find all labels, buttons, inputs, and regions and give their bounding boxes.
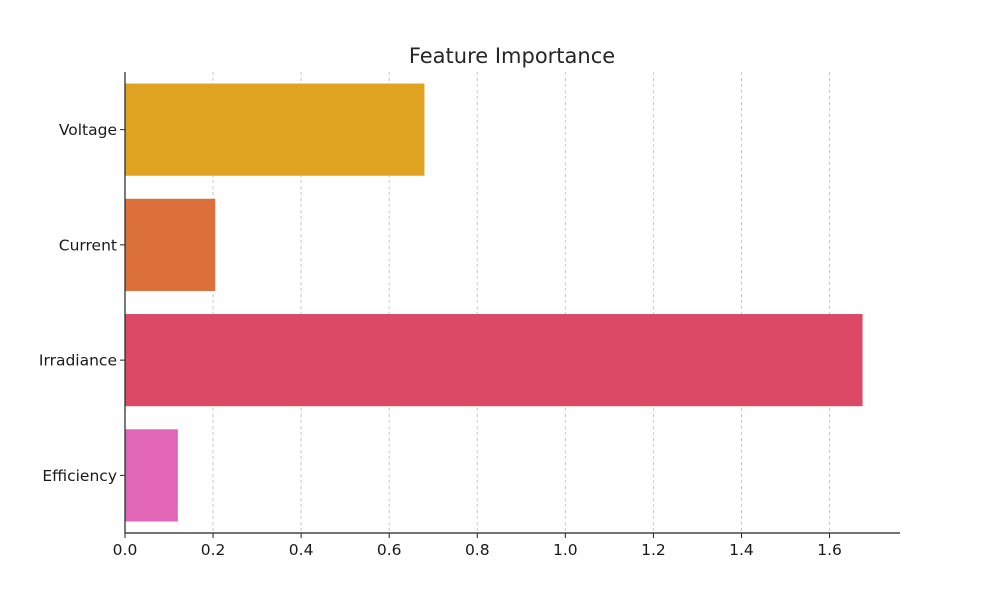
- bar-irradiance: [125, 314, 863, 407]
- x-tick-label: 1.0: [553, 541, 578, 559]
- x-tick-label: 0.4: [289, 541, 314, 559]
- axis-layer: Voltage Current Irradiance Efficiency 0.0 0.2…: [39, 72, 900, 559]
- x-tick-label: 1.2: [641, 541, 666, 559]
- bar-efficiency: [125, 429, 178, 522]
- y-tick-label: Irradiance: [39, 352, 117, 370]
- x-tick-label: 1.4: [729, 541, 754, 559]
- bar-layer: [125, 83, 863, 522]
- x-tick-label: 0.8: [465, 541, 490, 559]
- y-tick-label: Current: [59, 236, 117, 254]
- grid-layer: [212, 72, 831, 533]
- x-tick-label: 0.0: [113, 541, 138, 559]
- chart-title: Feature Importance: [409, 44, 615, 68]
- bar-voltage: [125, 83, 425, 176]
- x-tick-label: 1.6: [817, 541, 842, 559]
- bar-current: [125, 198, 216, 291]
- x-tick-label: 0.2: [201, 541, 226, 559]
- x-tick-label: 0.6: [377, 541, 402, 559]
- y-tick-label: Voltage: [59, 121, 117, 139]
- y-tick-label: Efficiency: [42, 467, 117, 485]
